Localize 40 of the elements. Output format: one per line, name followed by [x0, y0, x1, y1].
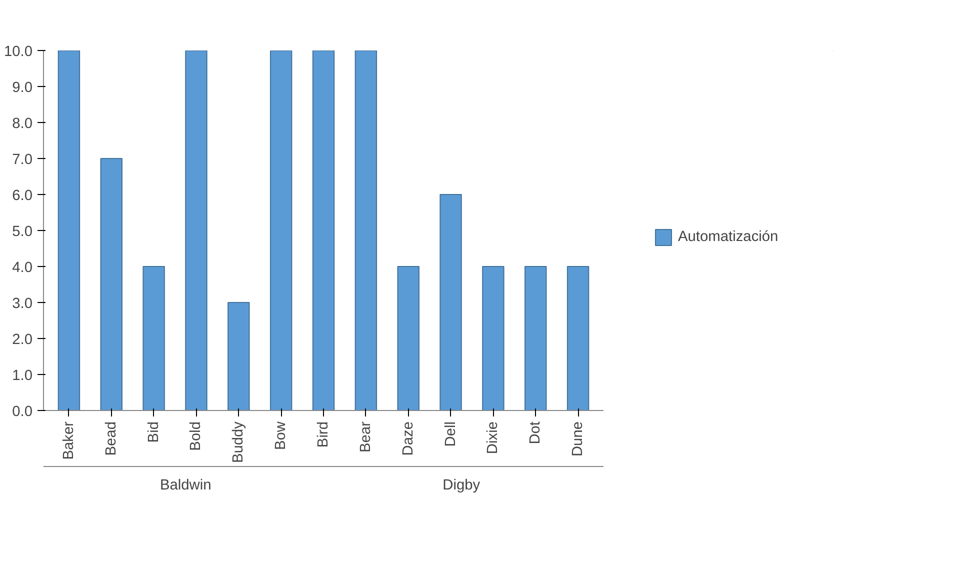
- x-tick-label: Buddy: [230, 420, 247, 464]
- bar: [482, 266, 504, 410]
- text: Digby: [442, 478, 481, 494]
- x-tick-label: Bear: [358, 421, 374, 452]
- text: Baldwin: [160, 478, 212, 494]
- y-tick-label: 10.0: [4, 44, 33, 60]
- x-tick-label: Dot: [528, 421, 544, 444]
- bar: [142, 266, 165, 410]
- y-tick-label: 6.0: [12, 188, 32, 204]
- y-tick-label: 2.0: [12, 332, 32, 348]
- x-tick-label: Dune: [570, 421, 586, 457]
- bar: [312, 50, 335, 410]
- x-tick-label: Bow: [273, 421, 290, 450]
- bar: [228, 302, 250, 410]
- bar: [58, 50, 80, 410]
- x-tick-label: Bead: [103, 421, 120, 456]
- x-tick-label: Bold: [188, 421, 204, 451]
- y-tick-label: 1.0: [12, 368, 32, 384]
- x-tick-label: Dell: [442, 422, 459, 447]
- y-tick-label: 0.0: [12, 404, 32, 420]
- x-tick-label: Daze: [400, 421, 416, 456]
- y-tick-label: 7.0: [12, 152, 32, 168]
- bar: [270, 50, 292, 410]
- x-tick-label: Dixie: [485, 422, 502, 454]
- y-tick-label: 5.0: [12, 224, 32, 240]
- bar: [100, 158, 122, 410]
- x-tick-label: Bid: [146, 421, 162, 443]
- x-tick-label: Baker: [60, 421, 77, 460]
- y-tick-label: 9.0: [12, 80, 32, 96]
- y-tick-label: 4.0: [12, 260, 32, 276]
- bar: [440, 194, 462, 410]
- bar: [524, 266, 547, 410]
- bar: [354, 50, 378, 410]
- legend-label: Automatización: [678, 229, 778, 245]
- bar: [397, 266, 420, 410]
- y-tick-label: 8.0: [12, 116, 32, 132]
- x-tick-label: Bird: [316, 421, 332, 448]
- y-tick-label: 3.0: [12, 296, 32, 312]
- bar: [185, 50, 208, 410]
- bar: [566, 266, 590, 410]
